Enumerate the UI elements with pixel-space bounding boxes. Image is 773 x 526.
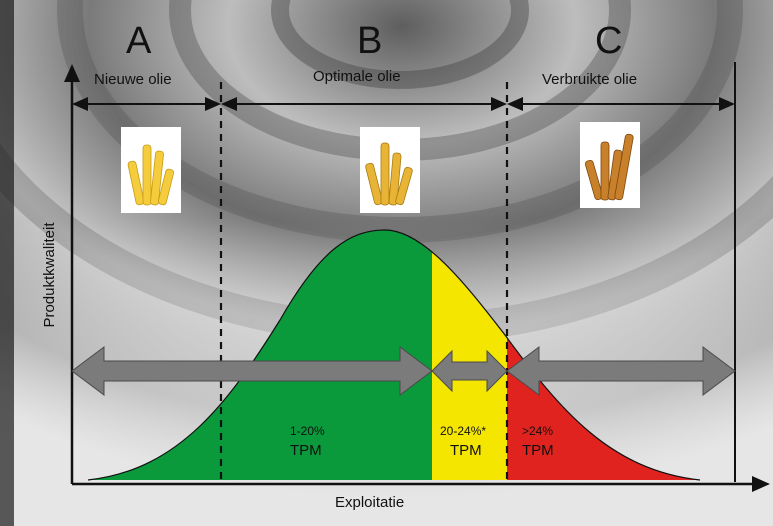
tpm-unit-green: TPM xyxy=(290,442,322,459)
section-label-a: Nieuwe olie xyxy=(94,71,172,88)
fries-image-used xyxy=(580,122,640,208)
fries-image-optimal xyxy=(360,127,420,213)
tpm-unit-red: TPM xyxy=(522,442,554,459)
tpm-range-yellow: 20-24%* xyxy=(440,424,487,438)
y-axis-arrowhead xyxy=(64,64,80,82)
range-arrow-red xyxy=(506,346,736,396)
tpm-range-red: >24% xyxy=(522,424,554,438)
x-axis-arrowhead xyxy=(752,476,770,492)
x-axis-label: Exploitatie xyxy=(335,494,405,511)
section-label-c: Verbruikte olie xyxy=(542,71,638,88)
fries-image-new xyxy=(121,127,181,213)
section-arrows xyxy=(72,97,735,111)
curve-outline xyxy=(87,229,701,481)
section-letter-b: B xyxy=(357,20,383,62)
section-letter-c: C xyxy=(595,20,623,62)
tpm-unit-yellow: TPM xyxy=(450,442,482,459)
tpm-range-green: 1-20% xyxy=(290,424,325,438)
left-edge-shadow xyxy=(0,0,14,526)
section-label-b: Optimale olie xyxy=(313,68,401,85)
y-axis-label: Produktkwaliteit xyxy=(41,222,58,328)
section-letter-a: A xyxy=(126,20,152,62)
grey-range-arrows xyxy=(71,346,736,396)
